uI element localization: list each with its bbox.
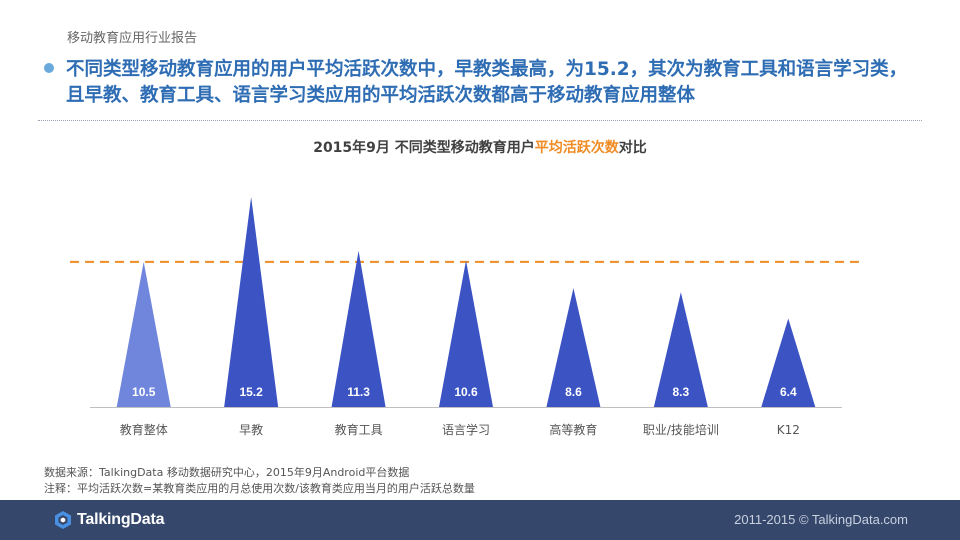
talkingdata-logo-icon (55, 511, 71, 529)
chart-title-suffix: 对比 (618, 140, 647, 156)
value-label-5: 8.6 (565, 385, 582, 399)
copyright: 2011-2015 © TalkingData.com (734, 512, 908, 527)
category-label-6: 职业/技能培训 (643, 422, 719, 437)
value-label-2: 15.2 (239, 385, 263, 399)
category-label-2: 早教 (239, 422, 263, 437)
definition-note: 注释：平均活跃次数=某教育类应用的月总使用次数/该教育类应用当月的用户活跃总数量 (44, 482, 475, 495)
bar-2 (224, 196, 279, 407)
chart-title-highlight: 平均活跃次数 (534, 140, 619, 156)
talkingdata-logo: TalkingData (53, 509, 165, 531)
value-label-3: 11.3 (347, 385, 370, 399)
bar-5 (546, 288, 601, 407)
data-source-note: 数据来源：TalkingData 移动数据研究中心，2015年9月Android… (44, 466, 410, 479)
headline-bullet (44, 63, 54, 73)
footer-bar: TalkingData 2011-2015 © TalkingData.com (0, 500, 960, 540)
headline: 不同类型移动教育应用的用户平均活跃次数中，早教类最高，为15.2，其次为教育工具… (66, 57, 936, 109)
report-tag: 移动教育应用行业报告 (67, 31, 198, 46)
value-label-1: 10.5 (132, 385, 156, 399)
chart-title: 2015年9月 不同类型移动教育用户平均活跃次数对比 (0, 137, 960, 157)
logo-text: TalkingData (77, 511, 165, 528)
bar-7 (761, 318, 816, 407)
value-label-4: 10.6 (454, 385, 478, 399)
bar-1 (116, 261, 171, 407)
value-label-6: 8.3 (673, 385, 690, 399)
chart-title-prefix: 2015年9月 不同类型移动教育用户 (313, 140, 535, 156)
category-label-1: 教育整体 (120, 422, 168, 437)
footnotes: 数据来源：TalkingData 移动数据研究中心，2015年9月Android… (44, 465, 475, 497)
bar-4 (439, 260, 493, 407)
category-label-3: 教育工具 (335, 422, 383, 437)
headline-line-2: 且早教、教育工具、语言学习类应用的平均活跃次数都高于移动教育应用整体 (66, 85, 696, 106)
category-label-5: 高等教育 (549, 422, 597, 437)
category-label-7: K12 (777, 423, 800, 437)
dotted-divider (38, 120, 922, 121)
bar-3 (331, 250, 386, 407)
category-label-4: 语言学习 (442, 422, 490, 437)
headline-line-1: 不同类型移动教育应用的用户平均活跃次数中，早教类最高，为15.2，其次为教育工具… (66, 59, 908, 80)
value-label-7: 6.4 (780, 385, 797, 399)
bar-6 (653, 292, 708, 407)
